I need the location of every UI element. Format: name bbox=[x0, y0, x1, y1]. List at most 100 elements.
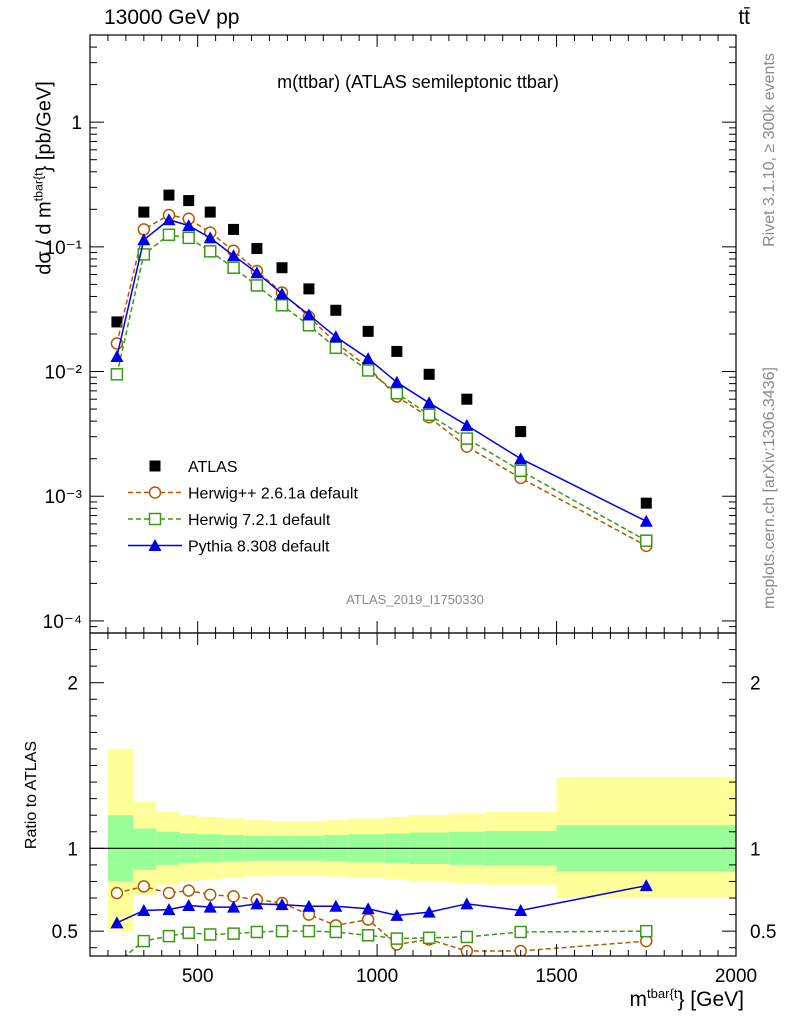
main-line-pythia-8-308-default bbox=[116, 218, 647, 522]
main-point-herwig-7-2-1-default bbox=[110, 368, 124, 381]
main-point-herwig-7-2-1-default bbox=[329, 341, 343, 355]
x-axis-label: mtbar{t} [GeV] bbox=[630, 986, 744, 1012]
ratio-point-herwig-2-6-1a-default bbox=[110, 886, 124, 900]
x-axis-label-prefix: m bbox=[629, 988, 648, 1011]
ratio-point-herwig-7-2-1-default bbox=[640, 924, 653, 938]
main-y-tick-label: 10⁻¹ bbox=[45, 238, 83, 259]
ratio-point-herwig-7-2-1-default bbox=[422, 931, 436, 945]
ratio-point-herwig-7-2-1-default bbox=[390, 932, 404, 945]
ratio-point-pythia-8-308-default bbox=[162, 903, 176, 916]
ratio-point-pythia-8-308-default bbox=[227, 900, 241, 913]
main-point-herwig-7-2-1-default bbox=[514, 464, 527, 478]
ratio-y-tick-label-right: 1 bbox=[750, 839, 761, 860]
ratio-point-pythia-8-308-default bbox=[275, 898, 289, 911]
main-y-tick-label: 10⁻⁴ bbox=[43, 612, 82, 633]
main-point-herwig-7-2-1-default bbox=[227, 261, 240, 274]
main-point-pythia-8-308-default bbox=[137, 233, 151, 246]
ratio-point-herwig-2-6-1a-default bbox=[162, 886, 176, 900]
main-series-herwig-7-2-1-default bbox=[110, 228, 653, 547]
ratio-y-tick-label-right: 0.5 bbox=[750, 922, 776, 943]
ratio-point-herwig-7-2-1-default bbox=[137, 934, 151, 948]
legend-entry-label: Pythia 8.308 default bbox=[188, 539, 330, 556]
ratio-y-tick-label-right: 2 bbox=[750, 674, 761, 695]
ratio-point-herwig-7-2-1-default bbox=[111, 957, 122, 968]
ratio-point-herwig-7-2-1-default bbox=[361, 929, 375, 942]
ratio-point-herwig-7-2-1-default bbox=[275, 924, 289, 938]
ratio-point-pythia-8-308-default bbox=[639, 879, 653, 892]
ratio-point-herwig-7-2-1-default bbox=[514, 925, 527, 939]
ratio-y-tick-label-left: 1 bbox=[67, 839, 78, 860]
x-tick-label: 1500 bbox=[535, 966, 577, 987]
main-point-herwig-7-2-1-default bbox=[390, 386, 404, 400]
ratio-bands bbox=[107, 748, 736, 932]
main-point-pythia-8-308-default bbox=[110, 350, 124, 363]
main-point-atlas bbox=[423, 368, 435, 380]
ratio-line-herwig-7-2-1-default bbox=[123, 930, 647, 956]
chart-title: m(ttbar) (ATLAS semileptonic ttbar) bbox=[277, 72, 559, 92]
ratio-point-herwig-7-2-1-default bbox=[162, 929, 176, 943]
x-tick-label: 500 bbox=[182, 966, 214, 987]
header-energy-label: 13000 GeV pp bbox=[104, 6, 240, 29]
ratio-point-herwig-7-2-1-default bbox=[227, 927, 240, 940]
ratio-line-pythia-8-308-default bbox=[116, 884, 647, 924]
ratio-point-pythia-8-308-default bbox=[329, 899, 343, 912]
main-point-pythia-8-308-default bbox=[203, 231, 217, 244]
ratio-point-herwig-7-2-1-default bbox=[329, 925, 343, 939]
main-point-atlas bbox=[111, 316, 123, 328]
legend-marker bbox=[148, 512, 162, 526]
main-point-atlas bbox=[163, 189, 175, 201]
ratio-band-inner bbox=[133, 828, 157, 870]
ratio-point-herwig-2-6-1a-default bbox=[203, 888, 217, 901]
x-tick-label: 1000 bbox=[356, 966, 398, 987]
main-point-herwig-7-2-1-default bbox=[203, 245, 217, 258]
main-point-atlas bbox=[362, 325, 374, 337]
main-series-atlas bbox=[111, 189, 652, 509]
ratio-point-pythia-8-308-default bbox=[422, 905, 436, 918]
main-line-herwig-2-6-1a-default bbox=[116, 214, 647, 547]
x-tick-label: 2000 bbox=[715, 966, 757, 987]
main-point-pythia-8-308-default bbox=[460, 418, 474, 431]
ratio-point-pythia-8-308-default bbox=[137, 903, 151, 916]
ratio-point-pythia-8-308-default bbox=[250, 897, 264, 910]
ratio-series-pythia-8-308-default bbox=[110, 879, 653, 929]
main-point-atlas bbox=[391, 345, 403, 357]
ratio-point-herwig-7-2-1-default bbox=[203, 928, 217, 941]
ratio-point-herwig-7-2-1-default bbox=[302, 924, 316, 938]
ratio-point-pythia-8-308-default bbox=[390, 908, 404, 921]
main-point-pythia-8-308-default bbox=[162, 213, 176, 226]
main-point-pythia-8-308-default bbox=[275, 287, 289, 300]
main-point-pythia-8-308-default bbox=[329, 330, 343, 343]
main-point-pythia-8-308-default bbox=[390, 375, 404, 388]
ratio-point-pythia-8-308-default bbox=[110, 916, 124, 929]
main-point-herwig-7-2-1-default bbox=[250, 279, 264, 292]
main-point-atlas bbox=[183, 195, 195, 207]
legend-entry-label: Herwig 7.2.1 default bbox=[188, 512, 331, 529]
main-plot-frame bbox=[89, 34, 737, 634]
main-y-tick-label: 10⁻² bbox=[45, 363, 83, 384]
legend-entry-label: Herwig++ 2.6.1a default bbox=[188, 486, 358, 503]
main-point-pythia-8-308-default bbox=[361, 352, 375, 365]
main-line-herwig-7-2-1-default bbox=[116, 233, 647, 542]
main-point-atlas bbox=[515, 426, 527, 438]
ratio-point-herwig-2-6-1a-default bbox=[182, 884, 195, 897]
ratio-point-herwig-7-2-1-default bbox=[182, 926, 195, 940]
main-y-tick-label: 10⁻³ bbox=[45, 487, 83, 508]
ratio-point-pythia-8-308-default bbox=[460, 897, 474, 910]
main-point-herwig-7-2-1-default bbox=[640, 534, 653, 547]
x-axis-label-suffix: } [GeV] bbox=[677, 988, 744, 1011]
main-point-herwig-7-2-1-default bbox=[137, 248, 151, 261]
ratio-series-herwig-7-2-1-default bbox=[111, 924, 653, 968]
main-point-atlas bbox=[330, 304, 342, 316]
main-point-pythia-8-308-default bbox=[302, 308, 316, 321]
legend-marker bbox=[148, 486, 162, 499]
main-point-herwig-7-2-1-default bbox=[302, 319, 316, 332]
main-point-atlas bbox=[228, 223, 240, 235]
main-point-atlas bbox=[251, 242, 263, 254]
main-point-pythia-8-308-default bbox=[422, 396, 436, 409]
main-point-pythia-8-308-default bbox=[182, 219, 196, 232]
ratio-point-pythia-8-308-default bbox=[203, 900, 217, 913]
ratio-point-pythia-8-308-default bbox=[182, 898, 196, 911]
main-point-herwig-7-2-1-default bbox=[162, 228, 176, 242]
main-y-tick-label: 1 bbox=[71, 113, 82, 134]
